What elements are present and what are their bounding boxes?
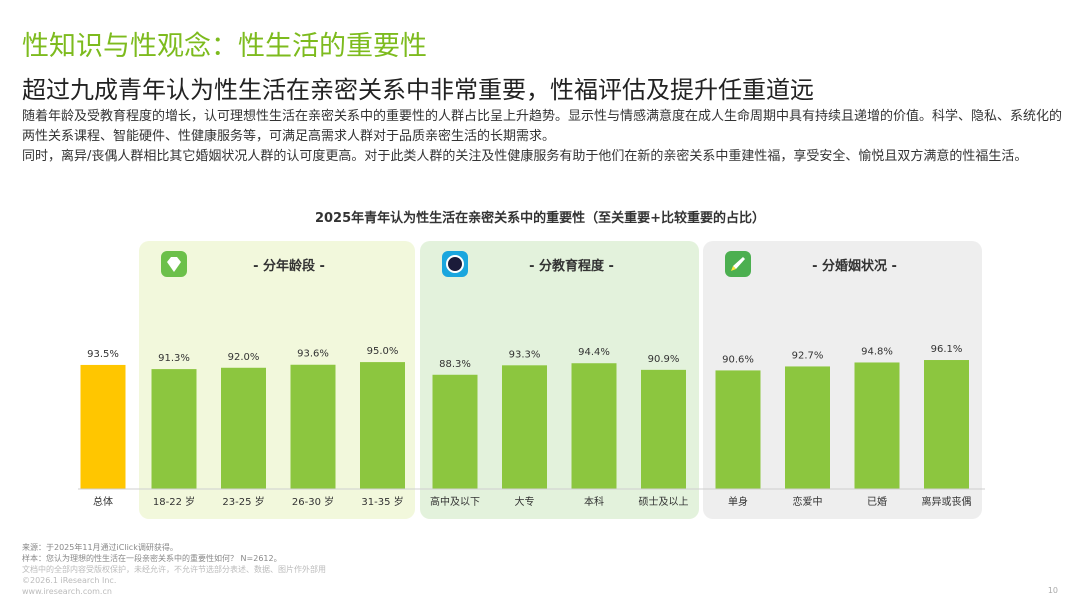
category-label: 恋爱中 <box>793 495 823 508</box>
data-label: 96.1% <box>931 344 963 355</box>
bar <box>221 367 266 489</box>
bar <box>715 370 761 489</box>
category-label: 已婚 <box>867 495 887 508</box>
data-label: 93.3% <box>509 349 541 360</box>
group-panel <box>420 241 699 519</box>
bar <box>360 362 405 489</box>
bar <box>151 369 197 489</box>
footer-source: 来源：于2025年11月通过iClick调研获得。 <box>22 543 178 552</box>
data-label: 95.0% <box>367 346 399 357</box>
group-title: - 分教育程度 - <box>529 258 614 274</box>
diamond-icon-shape <box>167 257 181 272</box>
data-label: 94.4% <box>578 347 610 358</box>
data-label: 92.7% <box>792 350 824 361</box>
footer-sample: 样本：您认为理想的性生活在一段亲密关系中的重要性如何？ N=2612。 <box>22 554 282 563</box>
group-title: - 分年龄段 - <box>253 258 325 274</box>
data-label: 88.3% <box>439 359 471 370</box>
category-label: 31-35 岁 <box>361 495 403 508</box>
category-label: 离异或丧偶 <box>922 495 972 508</box>
paragraph-2: 同时，离异/丧偶人群相比其它婚姻状况人群的认可度更高。对于此类人群的关注及性健康… <box>22 149 1028 164</box>
rocket-icon-shape <box>733 257 745 269</box>
bar <box>785 366 830 489</box>
bar <box>502 365 547 489</box>
chart-title: 2025年青年认为性生活在亲密关系中的重要性（至关重要+比较重要的占比） <box>314 211 766 226</box>
category-label: 硕士及以上 <box>639 495 689 508</box>
group-panel <box>703 241 982 519</box>
bar <box>290 364 336 489</box>
data-label: 92.0% <box>228 352 260 363</box>
data-label: 90.9% <box>648 354 680 365</box>
data-label: 91.3% <box>158 353 190 364</box>
body-text: 随着年龄及受教育程度的增长，认可理想性生活在亲密关系中的重要性的人群占比呈上升趋… <box>22 107 1068 167</box>
footer: 来源：于2025年11月通过iClick调研获得。 样本：您认为理想的性生活在一… <box>22 542 326 597</box>
category-label: 18-22 岁 <box>153 495 195 508</box>
paragraph-1: 随着年龄及受教育程度的增长，认可理想性生活在亲密关系中的重要性的人群占比呈上升趋… <box>22 109 1063 144</box>
category-label: 总体 <box>93 495 113 508</box>
category-label: 26-30 岁 <box>292 495 334 508</box>
bar <box>641 369 686 489</box>
category-label: 高中及以下 <box>430 495 480 508</box>
data-label: 90.6% <box>722 354 754 365</box>
footer-website: www.iresearch.com.cn <box>22 587 112 596</box>
bar-total <box>80 364 126 489</box>
category-label: 大专 <box>515 495 535 508</box>
section-title: 性知识与性观念：性生活的重要性 <box>22 31 427 62</box>
bar <box>854 362 900 489</box>
group-panel <box>139 241 415 519</box>
footer-copyright-notice: 文档中的全部内容受版权保护，未经允许，不允许节选部分表述、数据、图片作外部用 <box>22 565 326 574</box>
data-label: 93.6% <box>297 349 329 360</box>
headline: 超过九成青年认为性生活在亲密关系中非常重要，性福评估及提升任重道远 <box>22 76 814 104</box>
category-label: 单身 <box>728 495 748 508</box>
category-label: 23-25 岁 <box>222 495 264 508</box>
group-title: - 分婚姻状况 - <box>812 258 897 274</box>
data-label: 93.5% <box>87 349 119 360</box>
data-label: 94.8% <box>861 346 893 357</box>
camera-lens-icon-shape <box>446 255 464 273</box>
category-label: 本科 <box>584 495 604 508</box>
bar <box>924 360 969 489</box>
page-number: 10 <box>1047 586 1058 595</box>
footer-copyright: ©2026.1 iResearch Inc. <box>22 576 117 585</box>
rocket-flame-shape <box>731 266 736 271</box>
bar <box>432 374 478 489</box>
bar <box>571 363 617 489</box>
